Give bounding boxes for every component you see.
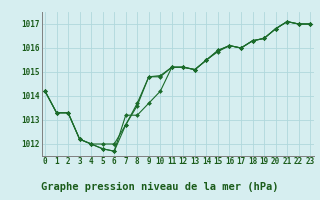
Text: Graphe pression niveau de la mer (hPa): Graphe pression niveau de la mer (hPa) xyxy=(41,182,279,192)
